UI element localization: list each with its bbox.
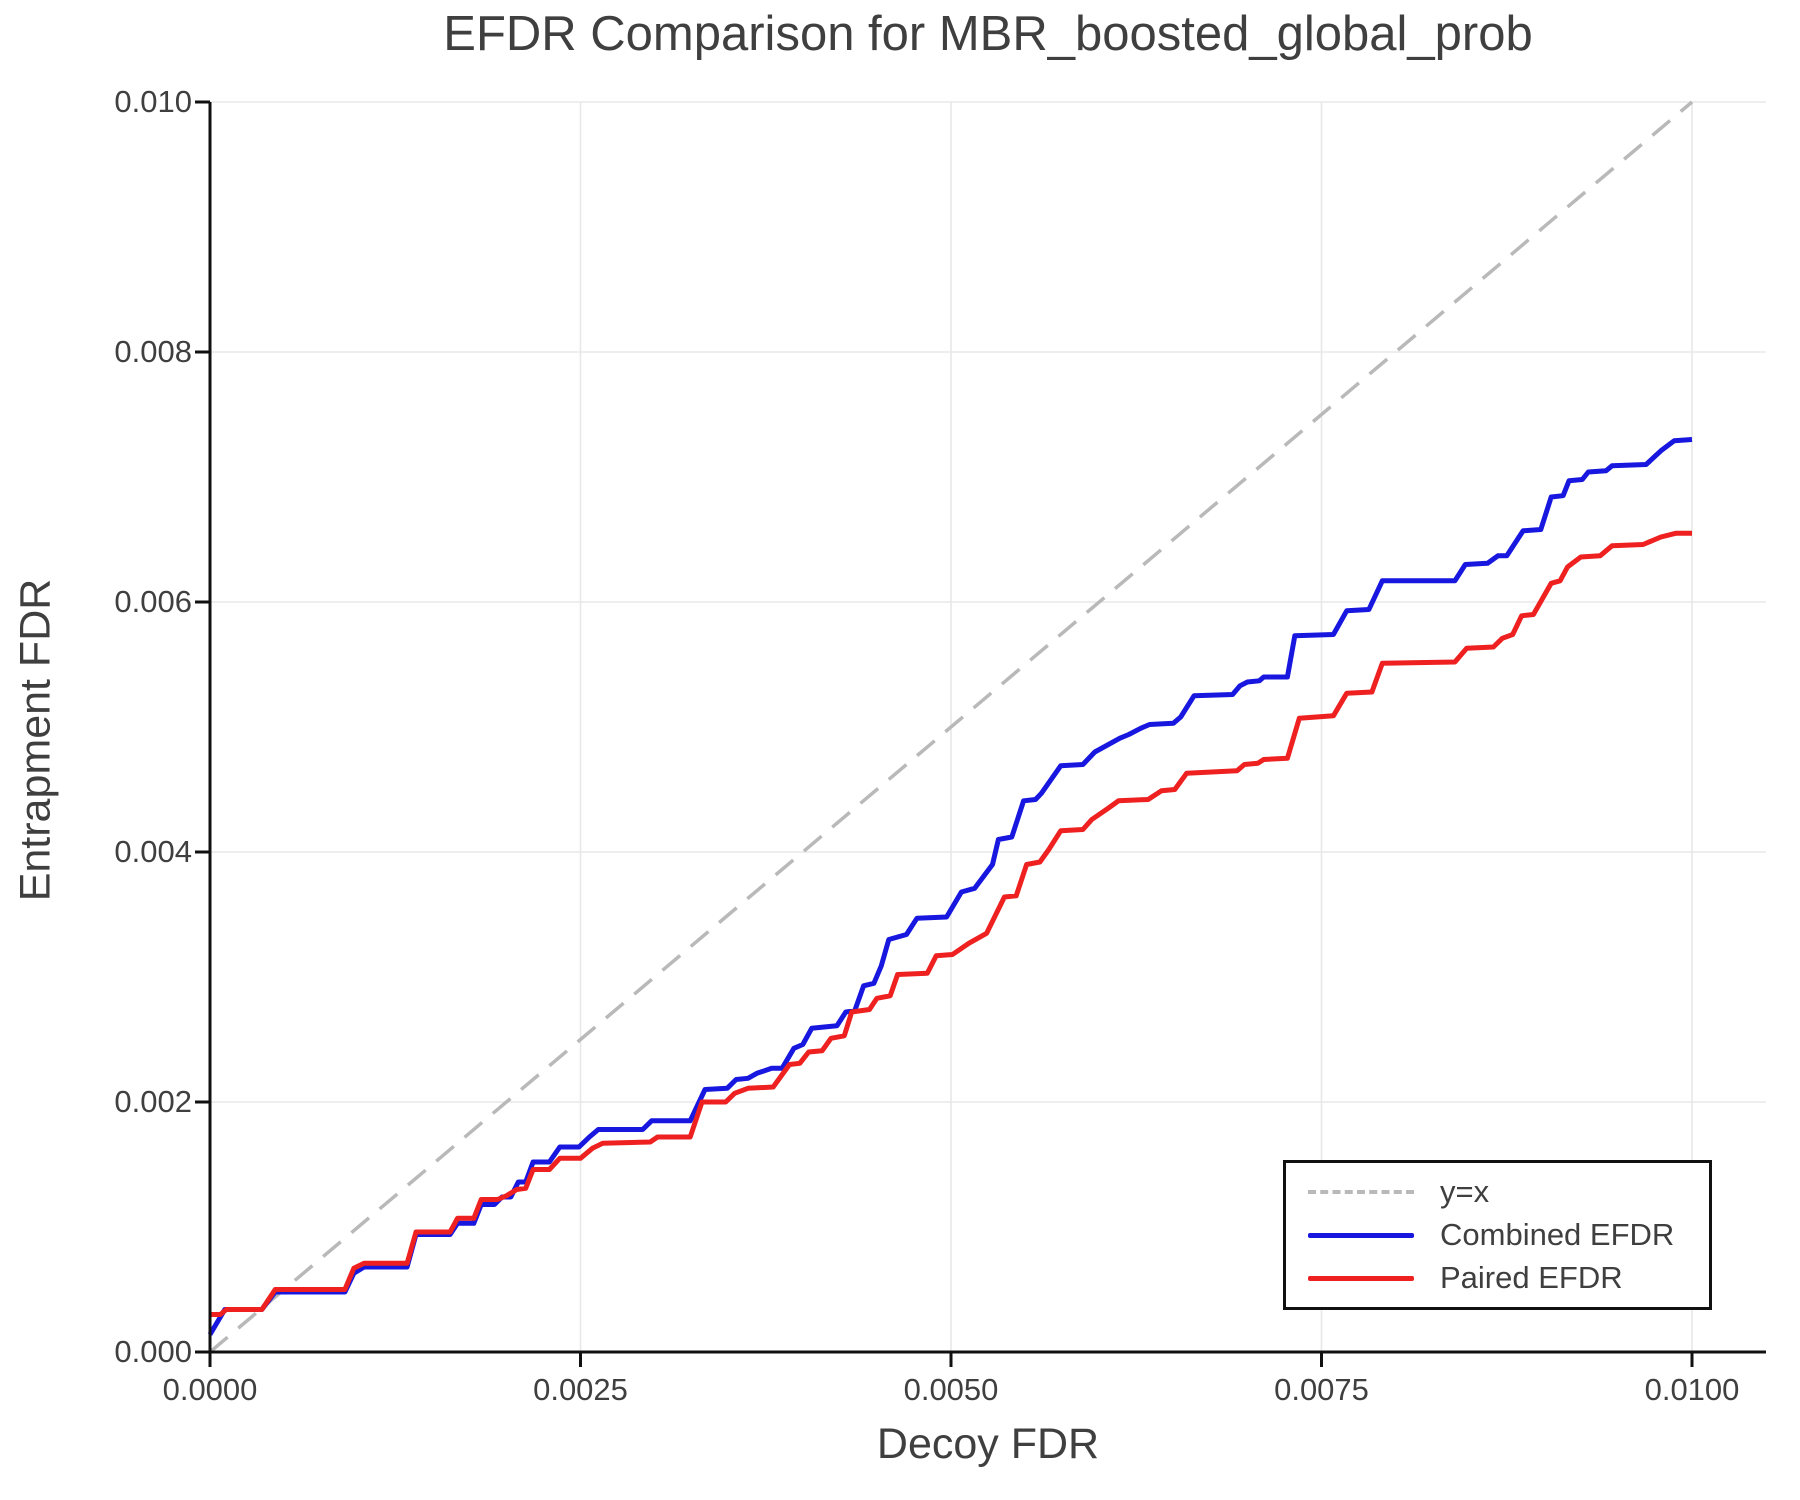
legend-label-paired: Paired EFDR — [1440, 1260, 1623, 1295]
y-tick-label: 0.004 — [114, 834, 192, 869]
x-tick-label: 0.0075 — [1274, 1372, 1369, 1407]
y-tick-label: 0.006 — [114, 584, 192, 619]
x-tick-label: 0.0000 — [162, 1372, 258, 1407]
x-tick-label: 0.0050 — [903, 1372, 999, 1407]
reference-line-swatch — [1308, 1190, 1414, 1194]
x-axis-label: Decoy FDR — [876, 1420, 1100, 1468]
legend: y=x Combined EFDR Paired EFDR — [1283, 1160, 1712, 1310]
series-line-paired-efdr — [210, 530, 1692, 1317]
y-axis-label: Entrapment FDR — [11, 578, 60, 902]
legend-row-reference: y=x — [1308, 1174, 1709, 1209]
legend-label-combined: Combined EFDR — [1440, 1217, 1675, 1252]
legend-row-paired: Paired EFDR — [1308, 1260, 1709, 1295]
x-tick-label: 0.0100 — [1644, 1372, 1740, 1407]
paired-efdr-swatch — [1308, 1275, 1414, 1281]
y-tick-label: 0.010 — [114, 84, 192, 119]
series-line-y-x — [208, 100, 1694, 1354]
y-tick-label: 0.002 — [114, 1084, 192, 1119]
combined-efdr-swatch — [1308, 1232, 1414, 1238]
y-tick-label: 0.008 — [114, 334, 192, 369]
x-tick-label: 0.0025 — [533, 1372, 628, 1407]
legend-label-reference: y=x — [1440, 1174, 1490, 1209]
y-tick-label: 0.000 — [114, 1334, 192, 1369]
chart-title: EFDR Comparison for MBR_boosted_global_p… — [443, 7, 1533, 61]
legend-row-combined: Combined EFDR — [1308, 1217, 1709, 1252]
